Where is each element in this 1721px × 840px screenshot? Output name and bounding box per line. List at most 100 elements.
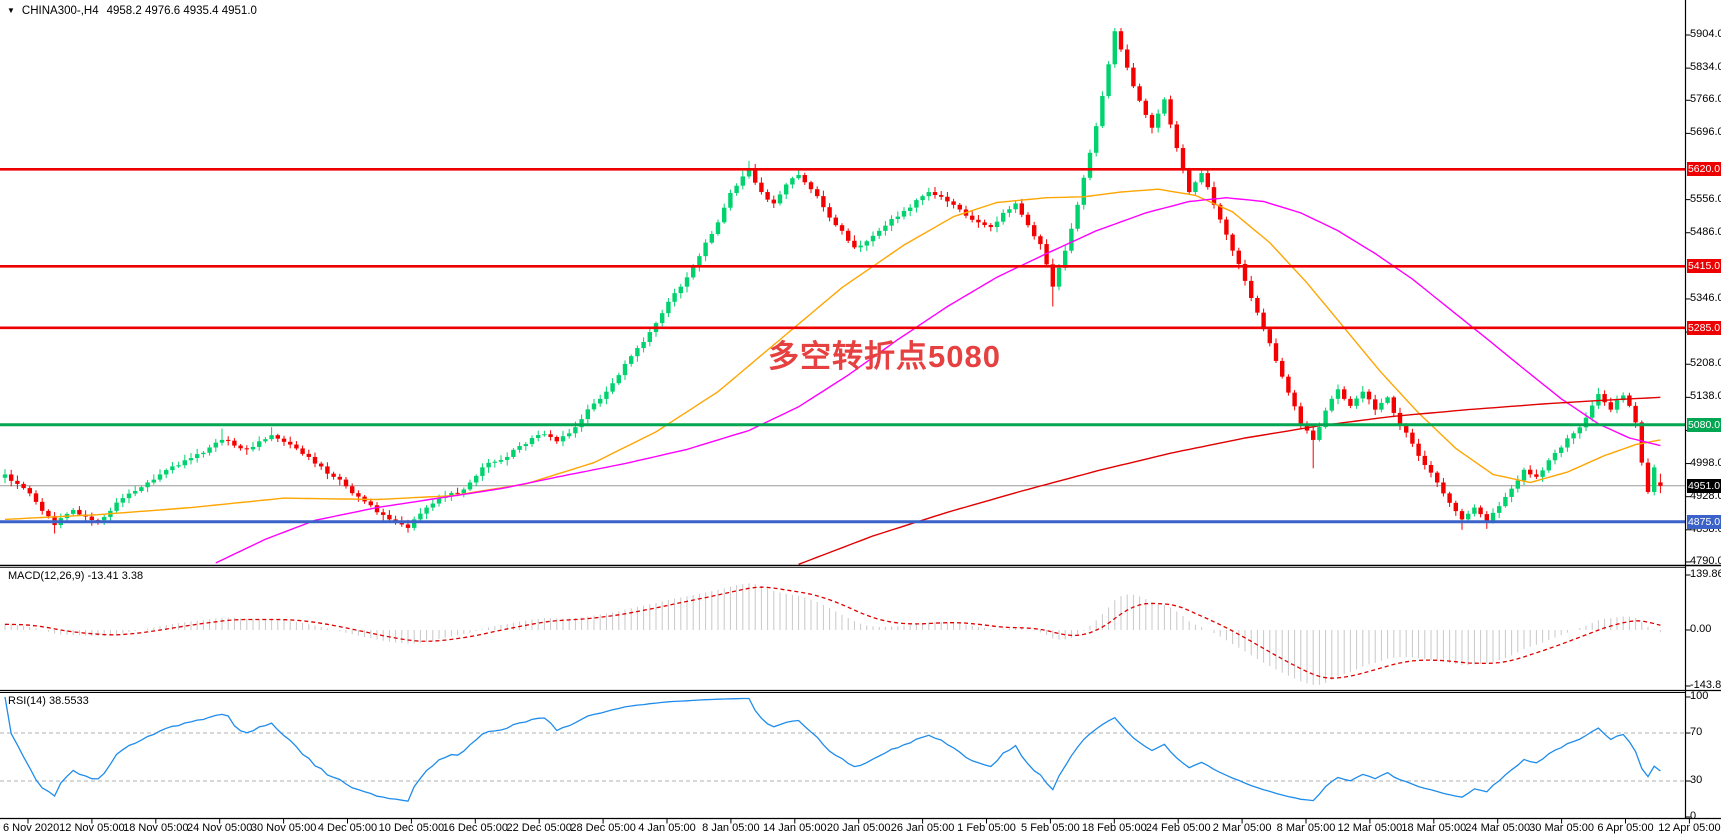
candle-down: [1373, 399, 1378, 410]
candle-up: [585, 409, 590, 420]
time-tick-label: 16 Dec 05:00: [442, 822, 509, 834]
candle-up: [1162, 99, 1167, 114]
candle-up: [728, 192, 733, 208]
candle-down: [1168, 99, 1173, 125]
candle-down: [1484, 514, 1489, 522]
candle-up: [883, 225, 888, 231]
candle-up: [1540, 470, 1545, 477]
candle-down: [1131, 67, 1136, 87]
candle-down: [40, 501, 45, 511]
candle-down: [759, 182, 764, 193]
current-price-tag: 4951.0: [1687, 478, 1721, 493]
candle-up: [1106, 64, 1111, 97]
candle-down: [306, 453, 311, 457]
candle-down: [381, 512, 386, 515]
candle-up: [120, 498, 125, 503]
candle-down: [1645, 462, 1651, 492]
candle-down: [1441, 482, 1446, 494]
candle-down: [548, 434, 553, 437]
time-tick-label: 4 Dec 05:00: [317, 822, 378, 834]
macd-panel-area[interactable]: [0, 567, 1685, 690]
candle-up: [722, 207, 727, 223]
price-tick-label: 5138.0: [1690, 390, 1721, 403]
candle-up: [1596, 394, 1601, 406]
price-tag-5285.0: 5285.0: [1687, 320, 1721, 335]
candle-down: [988, 225, 993, 228]
price-tick-label: 5346.0: [1690, 291, 1721, 304]
candle-down: [1143, 100, 1148, 115]
price-tag-5415.0: 5415.0: [1687, 259, 1721, 274]
candle-up: [157, 474, 163, 480]
rsi-panel-area[interactable]: [0, 692, 1685, 818]
candle-down: [1249, 280, 1254, 299]
candle-down: [1267, 329, 1272, 344]
candle-up: [176, 465, 181, 467]
price-tag-4875.0: 4875.0: [1687, 514, 1721, 529]
time-tick-label: 28 Dec 05:00: [570, 822, 636, 834]
candle-down: [1180, 148, 1186, 170]
candle-down: [970, 215, 975, 220]
candle-up: [1614, 400, 1620, 410]
candle-down: [1366, 391, 1372, 400]
candle-up: [858, 245, 863, 248]
candle-up: [474, 475, 479, 483]
ma-slow-red: [798, 396, 1661, 565]
candle-up: [505, 456, 510, 461]
candle-up: [610, 383, 615, 392]
candle-down: [945, 196, 950, 202]
candle-up: [870, 235, 876, 242]
rsi-tick-label: 70: [1690, 726, 1703, 738]
candle-up: [102, 516, 107, 521]
candle-up: [263, 439, 268, 442]
candle-up: [1621, 395, 1626, 401]
candle-up: [2, 474, 8, 478]
candle-down: [951, 201, 956, 205]
candle-up: [1509, 488, 1514, 497]
main-chart-area[interactable]: [0, 0, 1685, 565]
time-tick-label: 14 Jan 05:00: [762, 822, 827, 834]
candle-up: [1497, 506, 1502, 513]
candle-up: [1565, 438, 1570, 448]
annotation-text: 多空转折点5080: [768, 339, 1001, 374]
candle-up: [864, 241, 869, 246]
candle-up: [1094, 126, 1099, 153]
candle-down: [1534, 474, 1539, 477]
candle-down: [1428, 464, 1434, 473]
candle-down: [1218, 204, 1223, 220]
time-tick-label: 20 Jan 05:00: [826, 822, 891, 834]
symbol-dropdown-icon[interactable]: ▼: [7, 6, 15, 15]
candle-down: [1639, 422, 1644, 463]
candle-up: [895, 216, 900, 220]
candle-up: [1503, 496, 1508, 507]
macd-tick-label: 139.86: [1690, 568, 1721, 580]
chart-header: ▼ CHINA300-,H4 4958.2 4976.6 4935.4 4951.0: [7, 5, 257, 17]
candle-down: [77, 509, 82, 515]
rsi-line: [4, 696, 1661, 802]
candle-down: [232, 440, 237, 446]
candle-down: [244, 448, 249, 450]
candle-down: [337, 476, 342, 480]
candle-up: [1571, 433, 1576, 439]
candle-down: [1280, 360, 1285, 377]
candle-up: [740, 176, 745, 186]
candle-down: [33, 493, 39, 502]
time-tick-label: 12 Nov 05:00: [59, 822, 125, 834]
candle-up: [715, 222, 721, 234]
candle-down: [827, 207, 832, 218]
candle-up: [486, 462, 491, 468]
candle-down: [1125, 49, 1130, 68]
candle-up: [666, 301, 671, 314]
candle-up: [889, 219, 894, 226]
candle-down: [554, 436, 559, 442]
candle-down: [939, 195, 944, 197]
candle-up: [579, 419, 584, 428]
candle-down: [368, 501, 373, 506]
candle-up: [672, 293, 677, 302]
candle-up: [908, 207, 913, 211]
candle-down: [1602, 394, 1607, 403]
candle-up: [207, 447, 212, 453]
time-tick-label: 24 Mar 05:00: [1465, 822, 1531, 834]
